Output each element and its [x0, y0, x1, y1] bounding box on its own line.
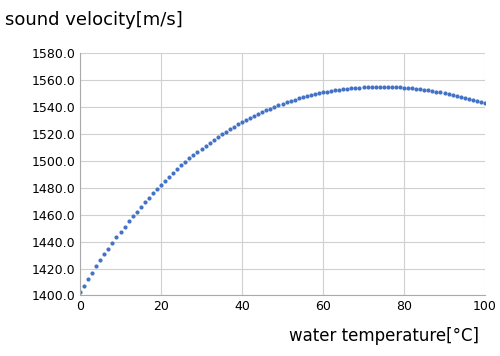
- Text: sound velocity[m/s]: sound velocity[m/s]: [5, 11, 183, 29]
- X-axis label: water temperature[°C]: water temperature[°C]: [289, 327, 479, 345]
